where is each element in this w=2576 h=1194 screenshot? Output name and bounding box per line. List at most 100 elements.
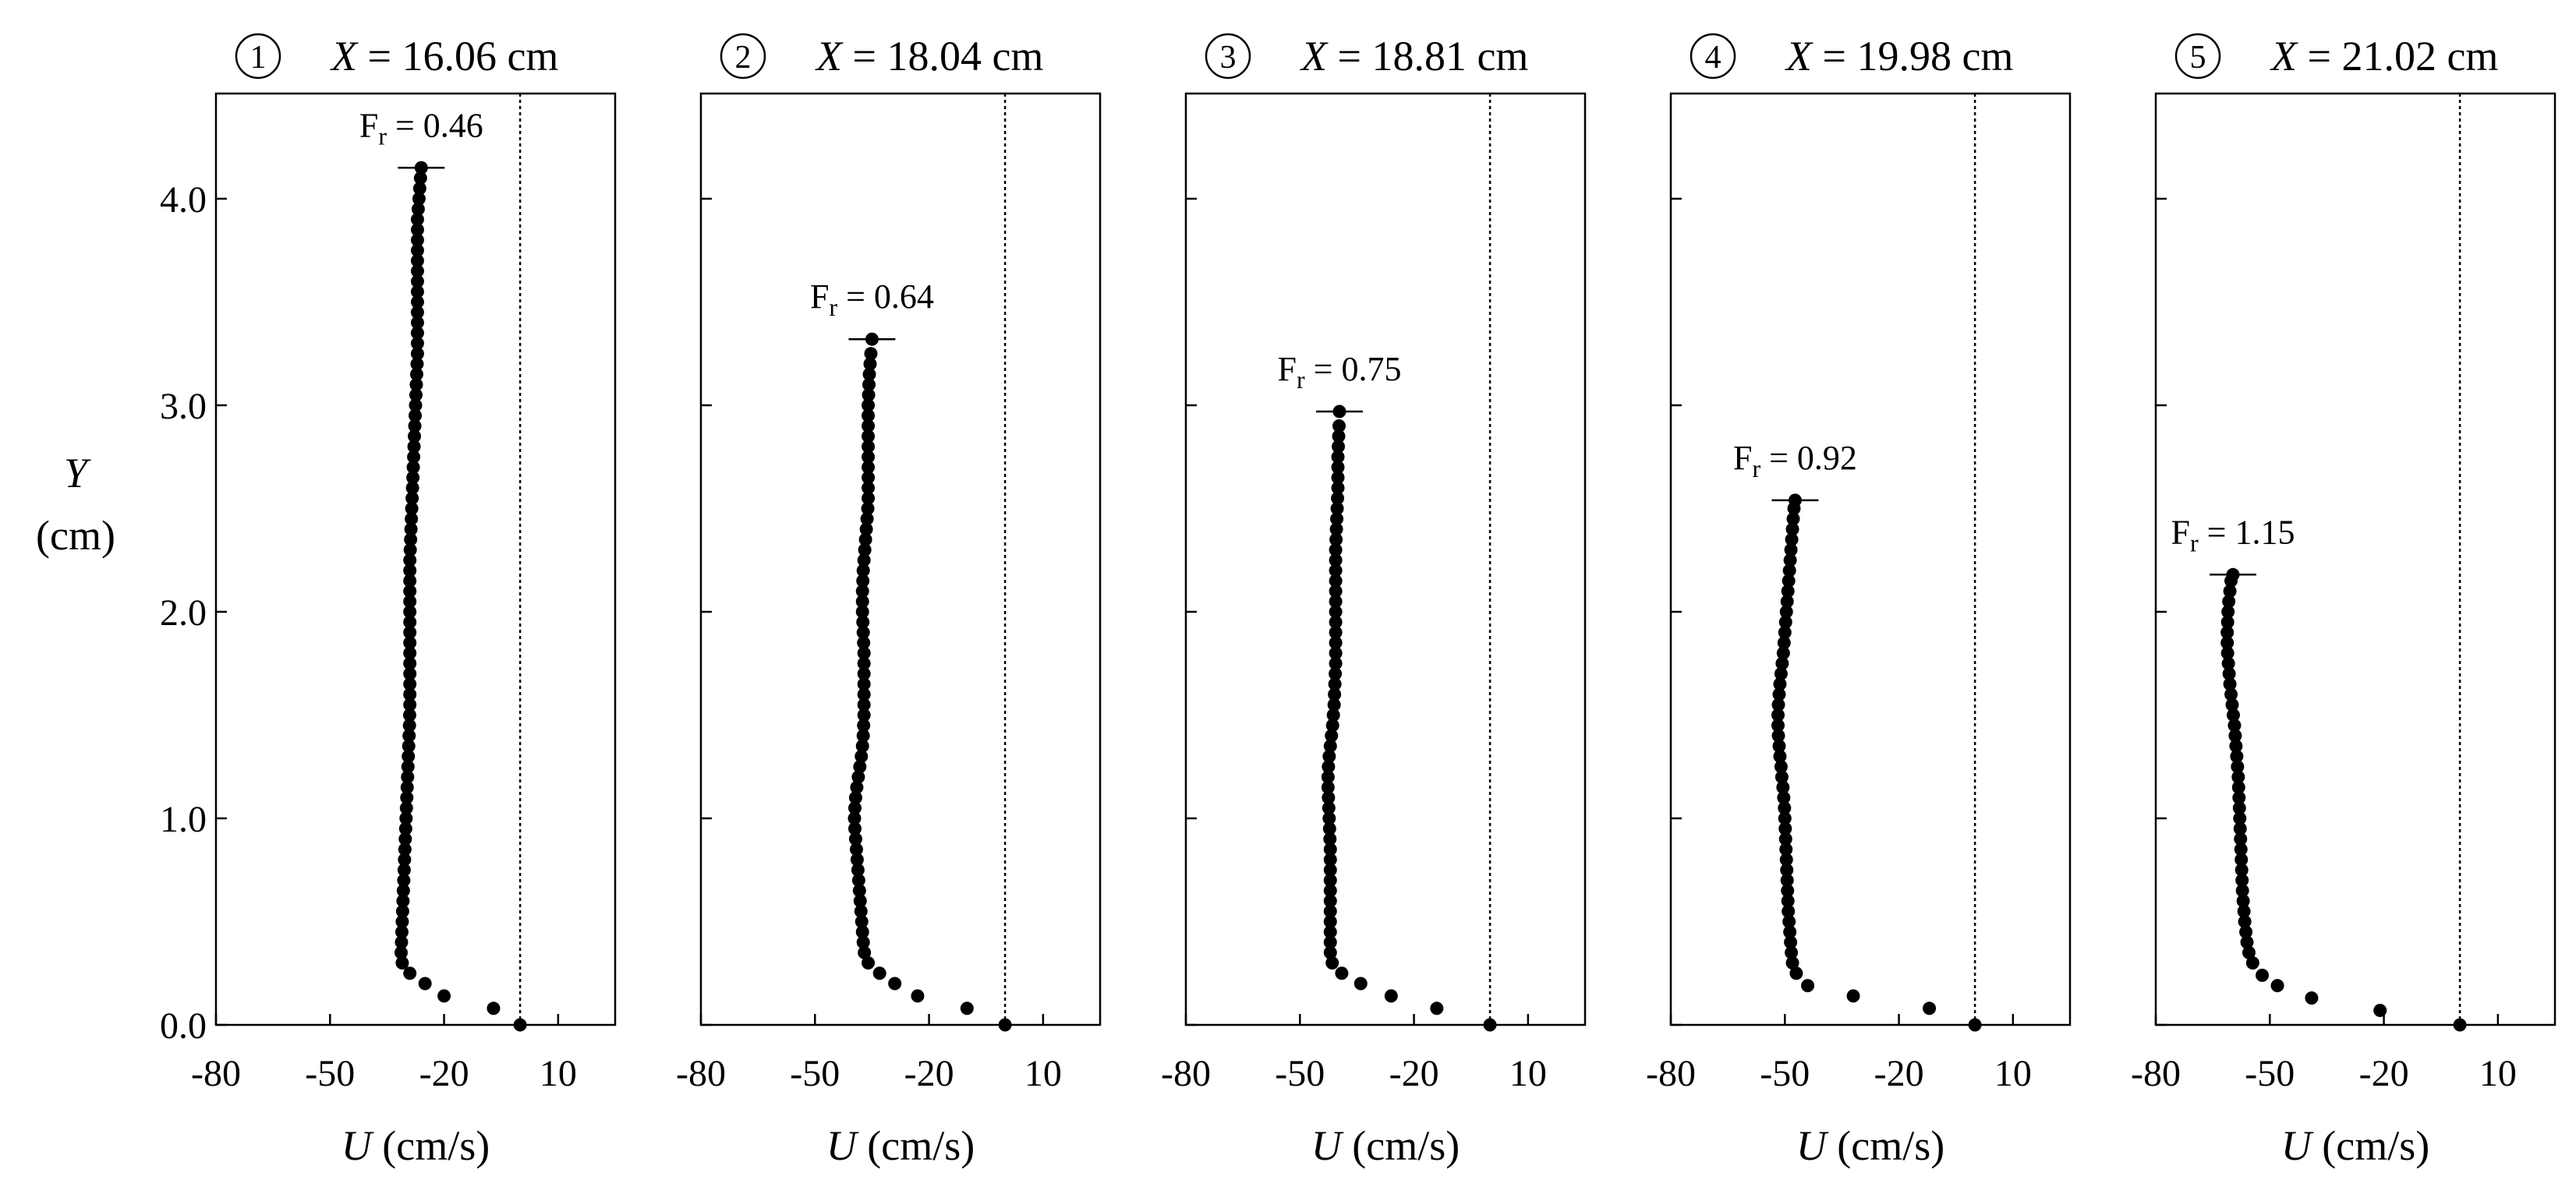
data-point bbox=[403, 563, 417, 578]
data-point bbox=[847, 811, 862, 825]
data-point bbox=[855, 585, 869, 598]
data-point bbox=[1783, 553, 1797, 567]
data-point bbox=[2373, 1003, 2387, 1017]
y-axis-title: Y (cm) bbox=[36, 450, 115, 559]
data-point bbox=[1776, 780, 1790, 794]
data-point bbox=[1786, 512, 1800, 526]
data-point bbox=[855, 605, 869, 619]
x-tick-label: 10 bbox=[540, 1053, 577, 1094]
data-point bbox=[862, 419, 876, 433]
data-point bbox=[410, 223, 424, 237]
data-point bbox=[1353, 977, 1368, 991]
data-point bbox=[2221, 656, 2235, 670]
panel-equals: = bbox=[357, 33, 402, 79]
data-point bbox=[1771, 719, 1785, 733]
data-point bbox=[410, 284, 424, 298]
data-point bbox=[2233, 811, 2247, 825]
panel-4: -80 -50 -20 10 U (cm/s) 4 X = 19.98 cm Fr = 0.9… bbox=[1646, 33, 2072, 1169]
data-point bbox=[401, 770, 415, 784]
data-point bbox=[1329, 585, 1343, 598]
data-point bbox=[850, 853, 864, 867]
data-point bbox=[1329, 605, 1343, 619]
x-tick-label: -20 bbox=[1389, 1053, 1439, 1094]
panel-2: -80 -50 -20 10 U (cm/s) 2 X = 18.04 cm Fr = 0.6… bbox=[676, 33, 1102, 1169]
x-axis-title: U (cm/s) bbox=[2281, 1122, 2429, 1169]
x-tick-label: 10 bbox=[1024, 1053, 1062, 1094]
data-point bbox=[410, 233, 424, 247]
data-point bbox=[1789, 966, 1803, 980]
data-point bbox=[414, 161, 428, 175]
data-point bbox=[397, 874, 411, 887]
data-point bbox=[858, 543, 872, 556]
data-point bbox=[857, 667, 871, 680]
data-point bbox=[2232, 801, 2246, 815]
data-point bbox=[2226, 708, 2240, 722]
data-point bbox=[402, 719, 416, 733]
froude-value: = 0.46 bbox=[387, 106, 483, 144]
data-point bbox=[848, 832, 862, 846]
data-point bbox=[395, 925, 409, 939]
data-point bbox=[2220, 646, 2235, 660]
froude-subscript: r bbox=[1297, 366, 1305, 394]
x-axis-unit: (cm/s) bbox=[857, 1122, 975, 1169]
data-point bbox=[1782, 915, 1796, 928]
panel-position: 21.02 cm bbox=[2341, 33, 2498, 79]
data-point bbox=[1771, 708, 1785, 722]
data-point bbox=[1785, 522, 1799, 536]
panel-5: -80 -50 -20 10 U (cm/s) 5 X = 21.02 cm Fr = 1.1… bbox=[2131, 33, 2557, 1169]
x-axis-unit: (cm/s) bbox=[1342, 1122, 1460, 1169]
panel-equals: = bbox=[1812, 33, 1856, 79]
data-point bbox=[862, 408, 876, 422]
data-point bbox=[911, 989, 925, 1003]
data-point bbox=[1335, 966, 1349, 980]
data-point bbox=[395, 935, 409, 949]
x-axis-symbol: U bbox=[1311, 1122, 1344, 1169]
data-point bbox=[2222, 667, 2236, 680]
panel-number-circle bbox=[2174, 33, 2221, 79]
panel-frame bbox=[1669, 92, 2072, 1026]
data-point bbox=[408, 429, 422, 443]
data-point bbox=[403, 626, 417, 639]
data-point bbox=[2239, 925, 2253, 939]
panel-title: X = 18.81 cm bbox=[1300, 33, 1528, 79]
data-point bbox=[2222, 595, 2236, 609]
data-point bbox=[1777, 791, 1791, 804]
data-point bbox=[403, 656, 417, 670]
data-point bbox=[2256, 968, 2270, 982]
data-point bbox=[410, 337, 424, 350]
panel-position: 19.98 cm bbox=[1856, 33, 2013, 79]
data-point bbox=[1788, 493, 1802, 507]
data-point bbox=[859, 522, 873, 536]
x-axis-symbol: U bbox=[2281, 1122, 2314, 1169]
data-point bbox=[2237, 904, 2251, 918]
x-tick-label: -20 bbox=[1874, 1053, 1924, 1094]
data-point bbox=[396, 884, 410, 898]
data-point bbox=[1325, 729, 1339, 743]
froude-subscript: r bbox=[2190, 528, 2199, 556]
data-point bbox=[2223, 585, 2237, 598]
data-point bbox=[888, 977, 902, 991]
panel-title: X = 21.02 cm bbox=[2270, 33, 2498, 79]
data-point bbox=[2236, 894, 2250, 908]
data-point bbox=[1323, 832, 1337, 846]
froude-symbol: F bbox=[359, 106, 378, 144]
data-point bbox=[855, 925, 869, 939]
data-point bbox=[395, 904, 409, 918]
data-point bbox=[1923, 1001, 1937, 1016]
x-axis-unit: (cm/s) bbox=[2312, 1122, 2429, 1169]
data-point bbox=[400, 780, 414, 794]
data-point bbox=[1321, 780, 1335, 794]
data-point bbox=[2227, 719, 2242, 733]
froude-label: Fr = 0.75 bbox=[1278, 350, 1402, 394]
data-point bbox=[437, 989, 451, 1003]
data-point bbox=[998, 1018, 1012, 1032]
data-point bbox=[862, 440, 876, 454]
y-tick-label: 1.0 bbox=[160, 799, 207, 840]
data-point bbox=[2231, 770, 2245, 784]
data-point bbox=[857, 677, 871, 691]
panel-x-variable: X bbox=[815, 33, 844, 79]
data-point bbox=[2235, 853, 2249, 867]
data-point bbox=[1779, 843, 1793, 857]
data-point bbox=[403, 574, 417, 588]
panel-number-circle bbox=[1690, 33, 1736, 79]
